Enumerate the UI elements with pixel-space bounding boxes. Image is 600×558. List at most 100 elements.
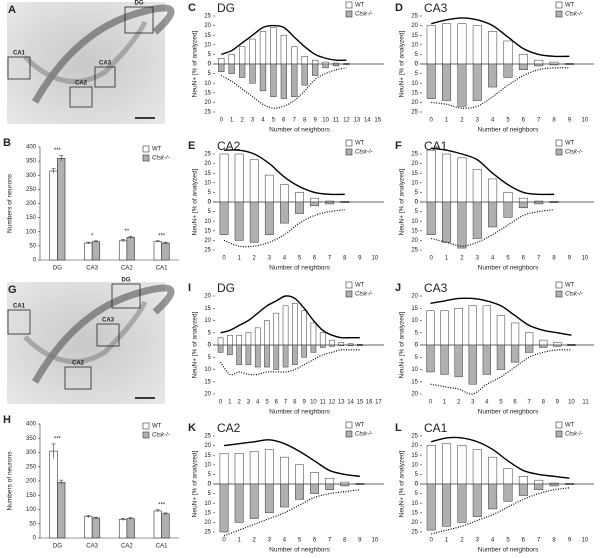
- x-tick-label: CA3: [86, 266, 98, 272]
- panel-letter: F: [395, 140, 402, 152]
- x-axis-label: Number of neighbors: [478, 547, 539, 554]
- x-tick-label: 10: [581, 256, 588, 262]
- ca-band: [23, 300, 148, 365]
- panel-title: DG: [217, 1, 235, 15]
- x-tick-label: 10: [310, 400, 317, 406]
- x-tick-label: 8: [552, 256, 556, 262]
- bar: [534, 59, 544, 65]
- x-axis-label: Number of neighbors: [478, 127, 539, 134]
- legend-label: Ctsk-/-: [565, 12, 583, 18]
- region-label: CA2: [72, 361, 85, 367]
- bar: [496, 344, 506, 370]
- bar: [264, 201, 274, 235]
- x-tick-label: 6: [275, 400, 279, 406]
- bar: [343, 63, 350, 65]
- x-tick-label: DG: [53, 544, 62, 550]
- bar: [457, 483, 467, 523]
- bar: [57, 482, 66, 539]
- x-tick-label: 1: [443, 400, 447, 406]
- fit-curve: [431, 487, 570, 535]
- ca-band: [23, 20, 148, 85]
- x-tick-label: 6: [522, 256, 526, 262]
- legend-label: Ctsk-/-: [355, 150, 373, 156]
- significance: ***: [158, 502, 166, 508]
- bar: [325, 201, 335, 205]
- y-tick-label: 0: [415, 62, 419, 68]
- legend-swatch: [555, 430, 563, 438]
- y-tick-label: 25: [204, 434, 211, 440]
- bar: [468, 305, 477, 346]
- bar: [259, 63, 267, 92]
- bar: [234, 201, 244, 241]
- bar: [91, 517, 101, 539]
- x-tick-label: 4: [283, 256, 287, 262]
- bar: [312, 59, 319, 65]
- bar: [219, 201, 229, 235]
- y-tick-label: 5: [208, 71, 212, 77]
- bar: [236, 344, 242, 365]
- x-axis-label: Number of neighbors: [478, 409, 539, 416]
- dentate-band: [31, 284, 175, 384]
- legend-label: WT: [565, 141, 575, 147]
- y-tick-label: 0: [415, 343, 419, 349]
- bar: [525, 344, 534, 353]
- x-tick-label: 9: [358, 538, 362, 544]
- bar: [273, 312, 280, 346]
- bar: [280, 184, 289, 203]
- legend-swatch: [142, 422, 150, 430]
- bar: [292, 344, 298, 365]
- bar: [510, 322, 520, 346]
- bar: [259, 31, 267, 65]
- legend-label: WT: [152, 147, 162, 153]
- x-tick-label: 4: [491, 118, 495, 124]
- x-tick-label: 3: [251, 118, 255, 124]
- x-tick-label: 5: [506, 118, 510, 124]
- bar: [503, 40, 513, 65]
- y-tick-label: 350: [26, 159, 37, 165]
- panel-letter: A: [8, 4, 16, 16]
- legend-swatch: [142, 431, 150, 439]
- x-tick-label: 15: [357, 400, 364, 406]
- legend-label: WT: [565, 283, 575, 289]
- bar: [338, 344, 345, 346]
- bar: [340, 481, 350, 485]
- x-tick-label: 1: [445, 256, 449, 262]
- legend-swatch: [345, 290, 353, 298]
- legend-swatch: [345, 10, 353, 18]
- bar: [295, 201, 304, 214]
- region-label: CA1: [13, 51, 26, 57]
- x-tick-label: 3: [476, 256, 480, 262]
- bar: [488, 63, 498, 88]
- y-tick-label: 0: [33, 536, 37, 542]
- panel-letter: B: [3, 137, 11, 149]
- bar: [539, 339, 548, 346]
- y-tick-label: 15: [204, 510, 211, 516]
- region-label: DG: [135, 1, 144, 7]
- bar: [280, 483, 289, 508]
- x-tick-label: 6: [522, 538, 526, 544]
- y-tick-label: 300: [26, 450, 37, 456]
- bar: [549, 483, 559, 487]
- bar: [280, 63, 287, 99]
- bar: [426, 445, 436, 485]
- fit-curve: [431, 436, 570, 479]
- y-tick-label: 250: [26, 187, 37, 193]
- y-tick-label: 20: [411, 100, 418, 106]
- bar: [249, 38, 256, 65]
- x-tick-label: 8: [343, 538, 347, 544]
- y-tick-label: 50: [29, 521, 36, 527]
- y-tick-label: 25: [411, 530, 418, 536]
- bar: [218, 57, 225, 65]
- y-tick-label: 10: [204, 219, 211, 225]
- y-tick-label: 25: [204, 152, 211, 158]
- x-tick-label: 16: [366, 400, 373, 406]
- bar: [280, 456, 289, 485]
- x-tick-label: 6: [513, 400, 517, 406]
- panel-title: CA1: [424, 421, 448, 435]
- x-tick-label: 9: [556, 400, 560, 406]
- bar: [534, 201, 544, 205]
- bar: [282, 344, 289, 368]
- bar: [292, 303, 298, 346]
- y-tick-label: 0: [415, 343, 419, 349]
